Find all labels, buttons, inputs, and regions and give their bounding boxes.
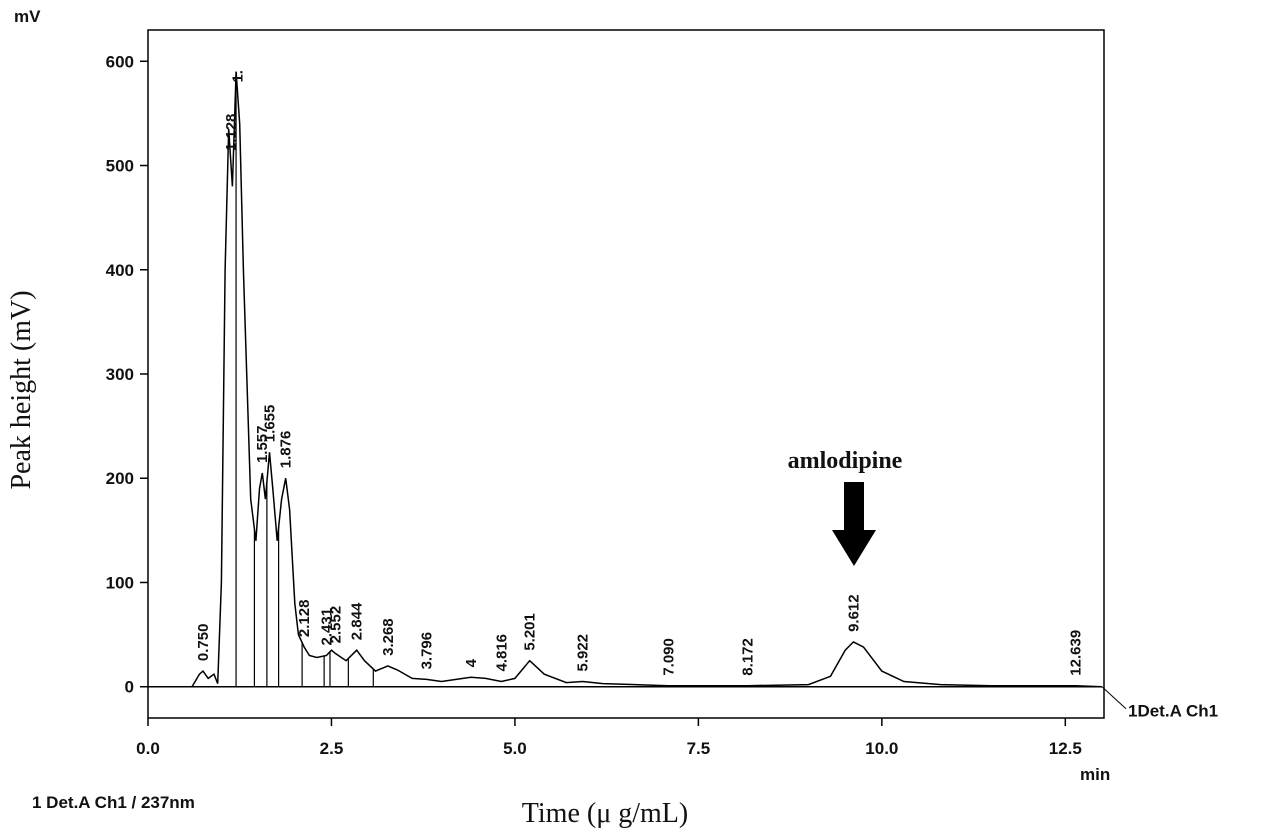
peak-label: 2.128 bbox=[296, 600, 313, 638]
peak-label: 4.816 bbox=[493, 634, 510, 672]
x-axis-title: Time (μ g/mL) bbox=[522, 798, 688, 829]
y-tick-label: 400 bbox=[106, 261, 134, 280]
y-tick-label: 300 bbox=[106, 365, 134, 384]
peak-label: 1.557 bbox=[254, 425, 271, 463]
peak-label: 0.750 bbox=[195, 624, 212, 662]
x-tick-label: 5.0 bbox=[503, 739, 527, 758]
x-unit: min bbox=[1080, 765, 1110, 784]
x-tick-label: 0.0 bbox=[136, 739, 160, 758]
peak-label: 8.172 bbox=[740, 638, 757, 676]
peak-label: 1. bbox=[230, 70, 247, 83]
peak-label: 2.844 bbox=[349, 602, 366, 640]
y-tick-label: 600 bbox=[106, 52, 134, 71]
x-tick-label: 10.0 bbox=[865, 739, 898, 758]
y-axis-title: Peak height (mV) bbox=[6, 290, 37, 489]
peak-label: 1.876 bbox=[278, 431, 295, 469]
trace bbox=[148, 71, 1103, 688]
peak-label: 4 bbox=[463, 658, 480, 667]
peak-label: 2.431 bbox=[318, 608, 335, 646]
peak-label: 5.201 bbox=[522, 613, 539, 651]
trace-label: 1Det.A Ch1 bbox=[1128, 702, 1218, 721]
y-tick-label: 200 bbox=[106, 469, 134, 488]
peak-label: 2.552 bbox=[327, 606, 344, 644]
y-unit: mV bbox=[14, 7, 41, 26]
y-tick-label: 500 bbox=[106, 157, 134, 176]
x-tick-label: 2.5 bbox=[320, 739, 344, 758]
annotation: amlodipine bbox=[788, 448, 903, 474]
y-tick-label: 0 bbox=[125, 678, 134, 697]
arrow bbox=[832, 482, 876, 566]
plot-frame bbox=[147, 29, 1105, 719]
peak-label: 1.128 bbox=[223, 114, 240, 152]
peak-label: 1.655 bbox=[261, 405, 278, 443]
trace-leader bbox=[1101, 686, 1127, 710]
x-tick-label: 7.5 bbox=[687, 739, 711, 758]
peak-label: 12.639 bbox=[1068, 630, 1085, 676]
y-tick-label: 100 bbox=[106, 573, 134, 592]
peak-label: 3.796 bbox=[419, 632, 436, 670]
peak-label: 7.090 bbox=[660, 638, 677, 676]
x-tick-label: 12.5 bbox=[1049, 739, 1082, 758]
peak-label: 3.268 bbox=[380, 618, 397, 656]
footer: 1 Det.A Ch1 / 237nm bbox=[32, 793, 195, 812]
peak-label: 9.612 bbox=[845, 594, 862, 632]
peak-label: 5.922 bbox=[575, 634, 592, 672]
